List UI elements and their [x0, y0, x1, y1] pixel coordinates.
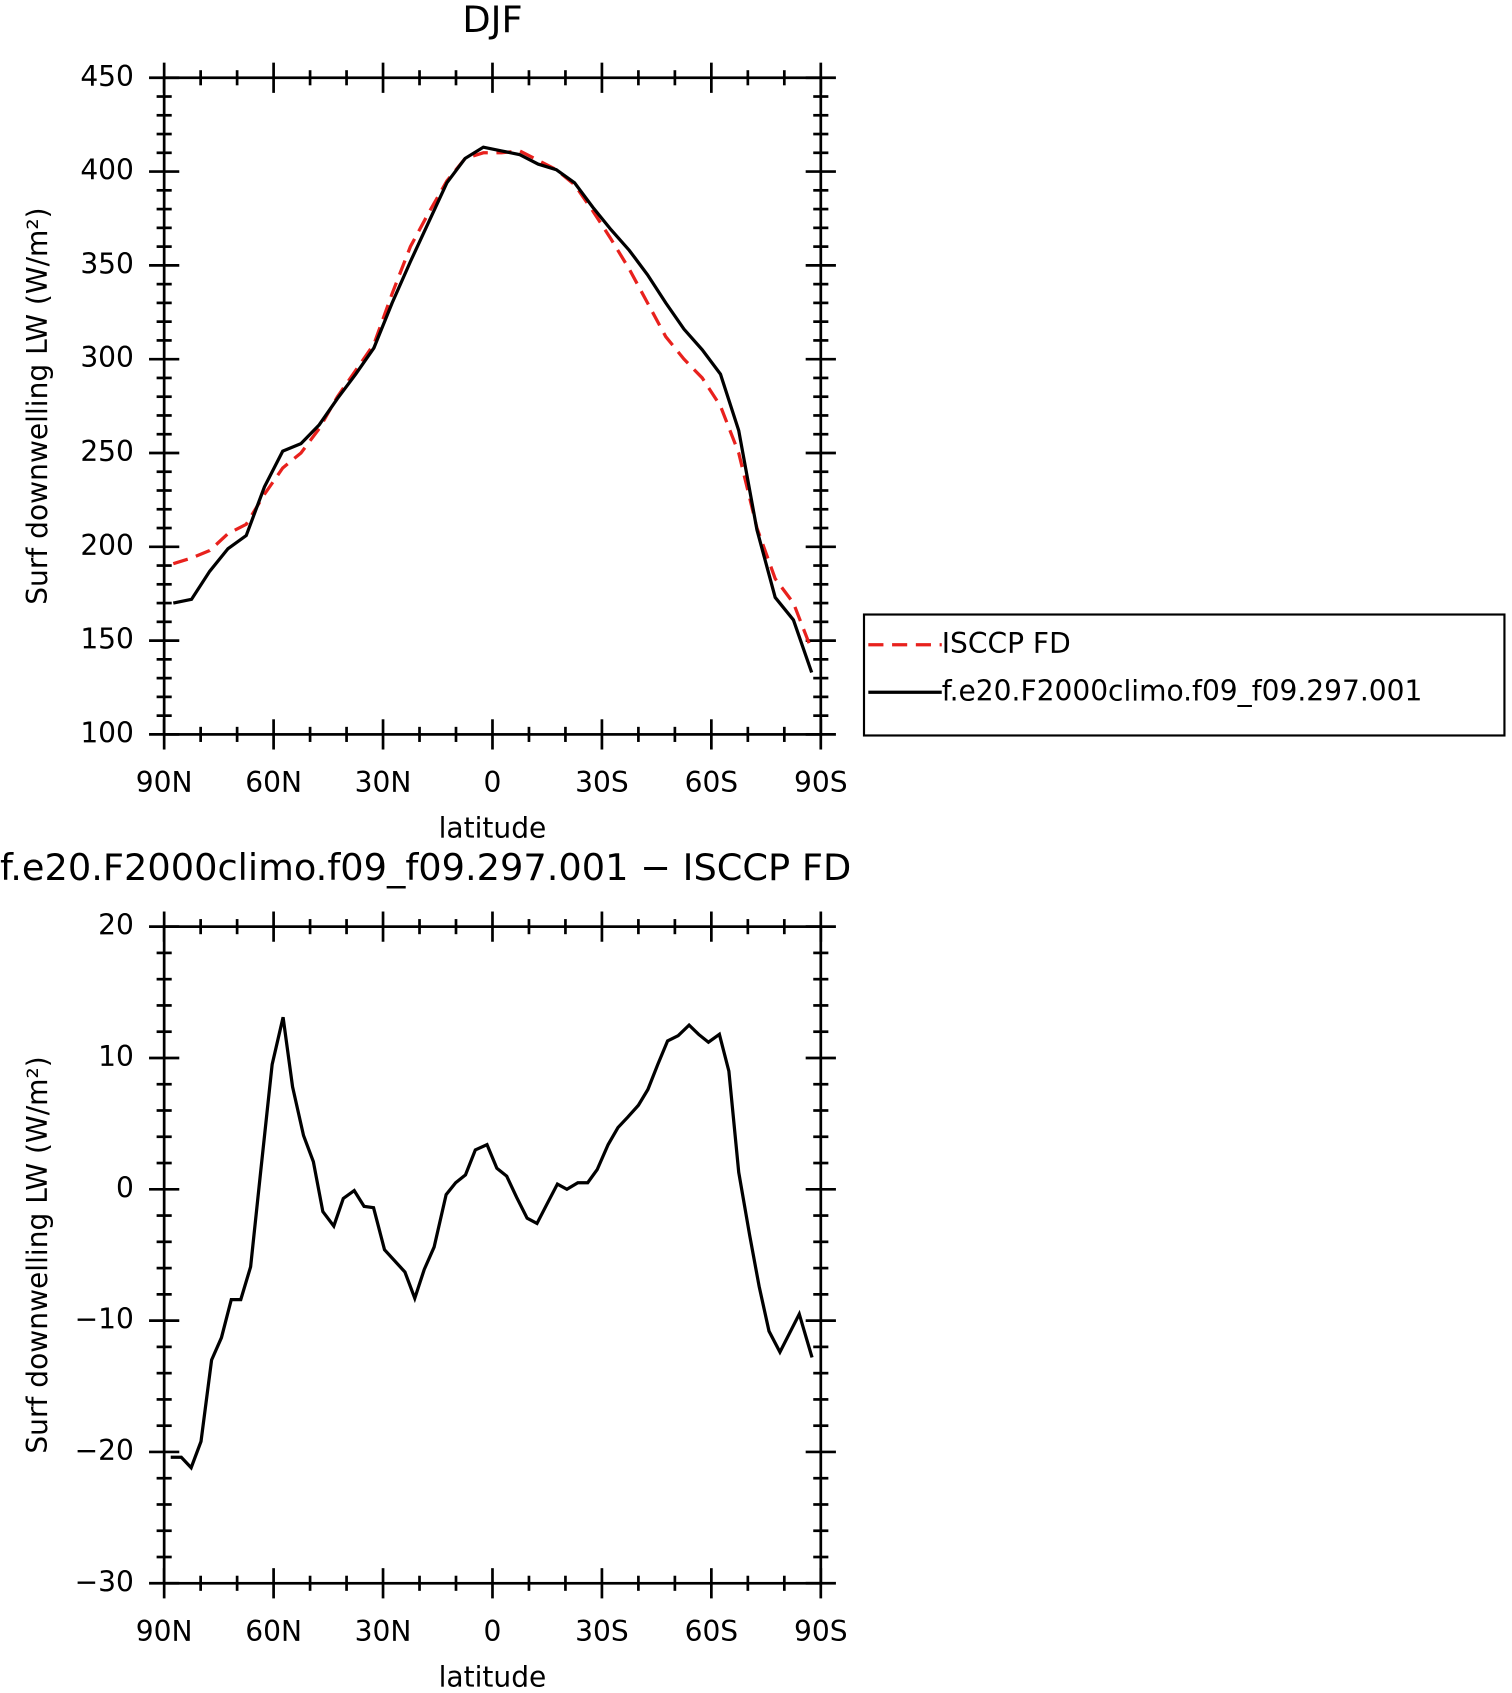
y-tick-label: −10: [75, 1303, 134, 1336]
x-tick-label: 0: [484, 1615, 502, 1648]
x-tick-label: 90S: [794, 1615, 848, 1648]
chart-title: f.e20.F2000climo.f09_f09.297.001 − ISCCP…: [0, 846, 851, 889]
y-tick-label: 200: [80, 529, 134, 562]
y-tick-label: 0: [116, 1171, 134, 1204]
x-tick-label: 30N: [355, 1615, 412, 1648]
legend-box: [862, 613, 1506, 737]
x-tick-label: 60N: [245, 766, 302, 799]
y-tick-label: 400: [80, 154, 134, 187]
x-tick-label: 30S: [575, 1615, 629, 1648]
x-tick-label: 30N: [355, 766, 412, 799]
y-tick-label: −30: [75, 1565, 134, 1598]
x-tick-label: 60N: [245, 1615, 302, 1648]
y-tick-label: 300: [80, 341, 134, 374]
y-axis-label: Surf downwelling LW (W/m²): [21, 207, 54, 604]
legend-label: f.e20.F2000climo.f09_f09.297.001: [942, 674, 1423, 707]
x-tick-label: 30S: [575, 766, 629, 799]
x-tick-label: 60S: [685, 1615, 739, 1648]
data-line: [172, 149, 814, 651]
x-tick-label: 90N: [136, 1615, 193, 1648]
x-axis-label: latitude: [439, 1660, 547, 1693]
y-tick-label: 250: [80, 435, 134, 468]
x-tick-label: 0: [484, 766, 502, 799]
y-tick-label: 10: [98, 1040, 134, 1073]
data-line: [172, 145, 814, 674]
plot-frame: [162, 925, 823, 1585]
y-tick-label: 100: [80, 716, 134, 749]
y-axis-label: Surf downwelling LW (W/m²): [21, 1056, 54, 1453]
x-tick-label: 90N: [136, 766, 193, 799]
x-axis-label: latitude: [439, 811, 547, 844]
y-tick-label: −20: [75, 1434, 134, 1467]
plot-frame: [162, 76, 823, 736]
chart-title: DJF: [462, 0, 522, 41]
y-tick-label: 20: [98, 909, 134, 942]
y-tick-label: 450: [80, 60, 134, 93]
y-tick-label: 350: [80, 247, 134, 280]
x-tick-label: 90S: [794, 766, 848, 799]
data-line: [170, 1016, 814, 1471]
legend-label: ISCCP FD: [942, 627, 1071, 660]
y-tick-label: 150: [80, 623, 134, 656]
x-tick-label: 60S: [685, 766, 739, 799]
